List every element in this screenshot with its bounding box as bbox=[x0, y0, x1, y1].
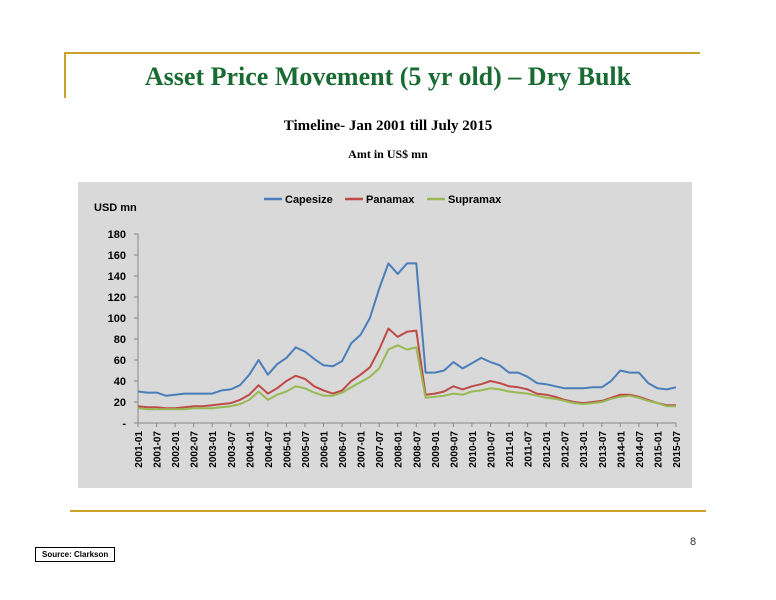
series-line-panamax bbox=[137, 327, 676, 410]
slide-title: Asset Price Movement (5 yr old) – Dry Bu… bbox=[144, 62, 632, 91]
x-tick-label: 2008-07 bbox=[412, 431, 423, 468]
x-tick-label: 2014-01 bbox=[616, 431, 627, 468]
x-tick-label: 2006-01 bbox=[320, 431, 331, 468]
chart-legend: Capesize Panamax Supramax bbox=[264, 194, 502, 206]
x-tick-label: 2005-01 bbox=[282, 431, 293, 468]
x-tick-label: 2014-07 bbox=[635, 431, 646, 468]
x-tick-label: 2012-07 bbox=[561, 431, 572, 468]
x-tick-label: 2013-07 bbox=[598, 431, 609, 468]
series-line-capesize bbox=[137, 262, 677, 397]
series-lines bbox=[137, 262, 677, 411]
y-tick-label: 40 bbox=[114, 376, 126, 388]
x-tick-label: 2009-01 bbox=[431, 431, 442, 468]
x-tick-label: 2012-01 bbox=[542, 431, 553, 468]
y-tick-label: - bbox=[122, 418, 126, 430]
source-label: Source: Clarkson bbox=[35, 547, 116, 562]
x-tick-label: 2009-07 bbox=[449, 431, 460, 468]
x-tick-label: 2008-01 bbox=[394, 431, 405, 468]
line-chart: USD mn Capesize Panamax Supramax - 20 40 60 80… bbox=[94, 194, 683, 468]
x-tick-label: 2004-07 bbox=[264, 431, 275, 468]
x-tick-label: 2002-01 bbox=[171, 431, 182, 468]
x-tick-label: 2010-07 bbox=[486, 431, 497, 468]
y-tick-label: 180 bbox=[108, 229, 126, 241]
x-tick-label: 2011-07 bbox=[524, 431, 535, 468]
x-tick-label: 2001-01 bbox=[134, 431, 145, 468]
y-axis: - 20 40 60 80 100 120 140 160 180 bbox=[108, 229, 139, 430]
y-tick-label: 60 bbox=[114, 355, 126, 367]
header-top-rule bbox=[64, 52, 700, 54]
legend-label-supramax: Supramax bbox=[448, 194, 502, 206]
y-tick-label: 120 bbox=[108, 292, 126, 304]
x-tick-label: 2006-07 bbox=[338, 431, 349, 468]
x-tick-label: 2005-07 bbox=[301, 431, 312, 468]
slide-subtitle: Timeline- Jan 2001 till July 2015 bbox=[283, 118, 493, 134]
x-tick-label: 2007-01 bbox=[357, 431, 368, 468]
chart-container: USD mn Capesize Panamax Supramax - 20 40 60 80… bbox=[78, 182, 692, 488]
y-tick-label: 100 bbox=[108, 313, 126, 325]
y-tick-label: 20 bbox=[114, 397, 126, 409]
x-tick-label: 2007-07 bbox=[375, 431, 386, 468]
y-tick-label: 160 bbox=[108, 250, 126, 262]
footer-rule bbox=[70, 510, 706, 512]
y-tick-label: 140 bbox=[108, 271, 126, 283]
unit-note: Amt in US$ mn bbox=[348, 147, 428, 161]
x-tick-label: 2010-01 bbox=[468, 431, 479, 468]
x-tick-label: 2011-01 bbox=[505, 431, 516, 468]
header-left-rule bbox=[64, 52, 66, 98]
x-tick-label: 2002-07 bbox=[190, 431, 201, 468]
x-tick-label: 2015-01 bbox=[653, 431, 664, 468]
y-tick-label: 80 bbox=[114, 334, 126, 346]
x-tick-label: 2004-01 bbox=[245, 431, 256, 468]
legend-label-panamax: Panamax bbox=[366, 194, 415, 206]
x-tick-label: 2013-01 bbox=[579, 431, 590, 468]
x-tick-label: 2015-07 bbox=[672, 431, 683, 468]
page-number: 8 bbox=[690, 536, 697, 548]
series-line-supramax bbox=[137, 344, 676, 411]
x-tick-label: 2001-07 bbox=[153, 431, 164, 468]
x-axis: 2001-01 2001-07 2002-01 2002-07 2003-01 2003-… bbox=[134, 422, 683, 468]
legend-label-capesize: Capesize bbox=[285, 194, 333, 206]
x-tick-label: 2003-07 bbox=[227, 431, 238, 468]
y-axis-label: USD mn bbox=[94, 202, 137, 214]
x-tick-label: 2003-01 bbox=[208, 431, 219, 468]
